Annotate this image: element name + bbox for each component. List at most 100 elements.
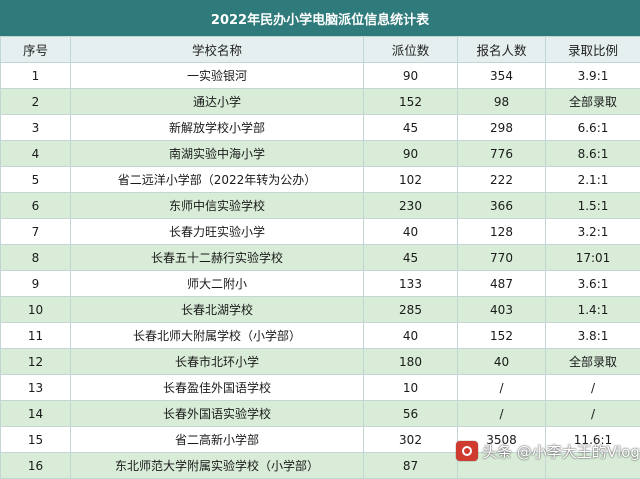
cell-quota: 285: [364, 297, 458, 323]
cell-quota: 10: [364, 375, 458, 401]
cell-index: 5: [1, 167, 71, 193]
header-cell-applicants: 报名人数: [458, 37, 546, 63]
cell-school: 长春北师大附属学校（小学部）: [71, 323, 364, 349]
cell-ratio: 6.6:1: [546, 115, 640, 141]
cell-index: 15: [1, 427, 71, 453]
cell-quota: 180: [364, 349, 458, 375]
cell-quota: 45: [364, 245, 458, 271]
header-cell-index: 序号: [1, 37, 71, 63]
cell-index: 14: [1, 401, 71, 427]
cell-ratio: 3.2:1: [546, 219, 640, 245]
watermark-text: 头条 @小李大王的Vlog: [482, 441, 640, 462]
cell-applicants: /: [458, 401, 546, 427]
cell-ratio: 2.1:1: [546, 167, 640, 193]
cell-school: 长春力旺实验小学: [71, 219, 364, 245]
cell-quota: 40: [364, 323, 458, 349]
cell-applicants: 487: [458, 271, 546, 297]
cell-school: 东师中信实验学校: [71, 193, 364, 219]
watermark: 头条 @小李大王的Vlog: [456, 438, 640, 464]
cell-ratio: 1.4:1: [546, 297, 640, 323]
cell-index: 7: [1, 219, 71, 245]
cell-index: 13: [1, 375, 71, 401]
cell-ratio: 1.5:1: [546, 193, 640, 219]
cell-applicants: 152: [458, 323, 546, 349]
cell-quota: 102: [364, 167, 458, 193]
cell-ratio: /: [546, 401, 640, 427]
cell-applicants: 403: [458, 297, 546, 323]
cell-ratio: 3.6:1: [546, 271, 640, 297]
cell-ratio: 8.6:1: [546, 141, 640, 167]
cell-school: 通达小学: [71, 89, 364, 115]
header-cell-school: 学校名称: [71, 37, 364, 63]
cell-index: 11: [1, 323, 71, 349]
cell-school: 长春五十二赫行实验学校: [71, 245, 364, 271]
cell-index: 6: [1, 193, 71, 219]
cell-index: 8: [1, 245, 71, 271]
cell-school: 南湖实验中海小学: [71, 141, 364, 167]
cell-school: 省二高新小学部: [71, 427, 364, 453]
cell-applicants: /: [458, 375, 546, 401]
table-title: 2022年民办小学电脑派位信息统计表: [0, 0, 640, 37]
header-row: 序号 学校名称 派位数 报名人数 录取比例: [1, 37, 640, 63]
cell-index: 16: [1, 453, 71, 479]
cell-applicants: 98: [458, 89, 546, 115]
cell-school: 长春盈佳外国语学校: [71, 375, 364, 401]
cell-ratio: /: [546, 375, 640, 401]
cell-quota: 152: [364, 89, 458, 115]
cell-ratio: 全部录取: [546, 349, 640, 375]
cell-applicants: 354: [458, 63, 546, 89]
cell-school: 师大二附小: [71, 271, 364, 297]
cell-school: 东北师范大学附属实验学校（小学部）: [71, 453, 364, 479]
cell-ratio: 3.9:1: [546, 63, 640, 89]
cell-applicants: 770: [458, 245, 546, 271]
cell-index: 1: [1, 63, 71, 89]
cell-ratio: 3.8:1: [546, 323, 640, 349]
cell-applicants: 776: [458, 141, 546, 167]
cell-index: 9: [1, 271, 71, 297]
header-cell-quota: 派位数: [364, 37, 458, 63]
cell-quota: 90: [364, 141, 458, 167]
cell-quota: 302: [364, 427, 458, 453]
cell-applicants: 298: [458, 115, 546, 141]
cell-quota: 133: [364, 271, 458, 297]
cell-index: 12: [1, 349, 71, 375]
cell-index: 4: [1, 141, 71, 167]
cell-index: 10: [1, 297, 71, 323]
cell-ratio: 全部录取: [546, 89, 640, 115]
cell-school: 长春市北环小学: [71, 349, 364, 375]
cell-quota: 40: [364, 219, 458, 245]
cell-quota: 87: [364, 453, 458, 479]
cell-school: 新解放学校小学部: [71, 115, 364, 141]
cell-applicants: 128: [458, 219, 546, 245]
cell-applicants: 366: [458, 193, 546, 219]
cell-ratio: 17:01: [546, 245, 640, 271]
cell-quota: 230: [364, 193, 458, 219]
header-cell-ratio: 录取比例: [546, 37, 640, 63]
cell-quota: 56: [364, 401, 458, 427]
cell-school: 长春北湖学校: [71, 297, 364, 323]
cell-applicants: 222: [458, 167, 546, 193]
cell-quota: 90: [364, 63, 458, 89]
cell-school: 长春外国语实验学校: [71, 401, 364, 427]
toutiao-logo-icon: [456, 441, 478, 461]
cell-applicants: 40: [458, 349, 546, 375]
cell-school: 省二远洋小学部（2022年转为公办）: [71, 167, 364, 193]
cell-school: 一实验银河: [71, 63, 364, 89]
cell-quota: 45: [364, 115, 458, 141]
cell-index: 2: [1, 89, 71, 115]
